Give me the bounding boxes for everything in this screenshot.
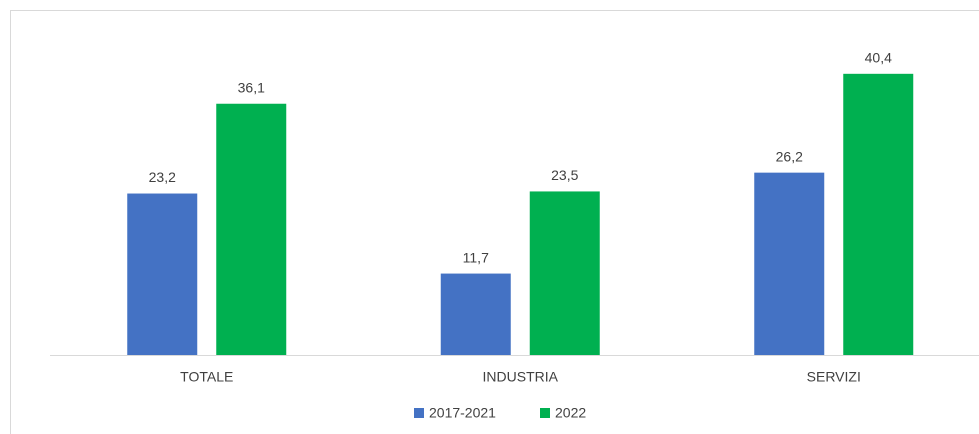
x-tick-label: INDUSTRIA — [483, 369, 559, 385]
legend-label: 2022 — [555, 405, 586, 421]
bar — [216, 103, 287, 355]
data-label: 26,2 — [776, 148, 803, 164]
legend-swatch — [414, 408, 424, 418]
data-label: 23,2 — [149, 169, 176, 185]
data-label: 11,7 — [463, 249, 489, 265]
x-tick-label: TOTALE — [180, 369, 233, 385]
legend-swatch — [540, 408, 550, 418]
data-label: 40,4 — [865, 50, 892, 66]
legend-label: 2017-2021 — [429, 405, 496, 421]
bar — [127, 193, 198, 355]
bar — [754, 172, 825, 355]
bar — [440, 273, 511, 355]
bar — [529, 191, 600, 355]
bar — [843, 73, 914, 355]
data-label: 23,5 — [551, 167, 578, 183]
data-label: 36,1 — [238, 79, 265, 95]
chart-frame — [10, 10, 979, 434]
x-tick-label: SERVIZI — [807, 369, 861, 385]
